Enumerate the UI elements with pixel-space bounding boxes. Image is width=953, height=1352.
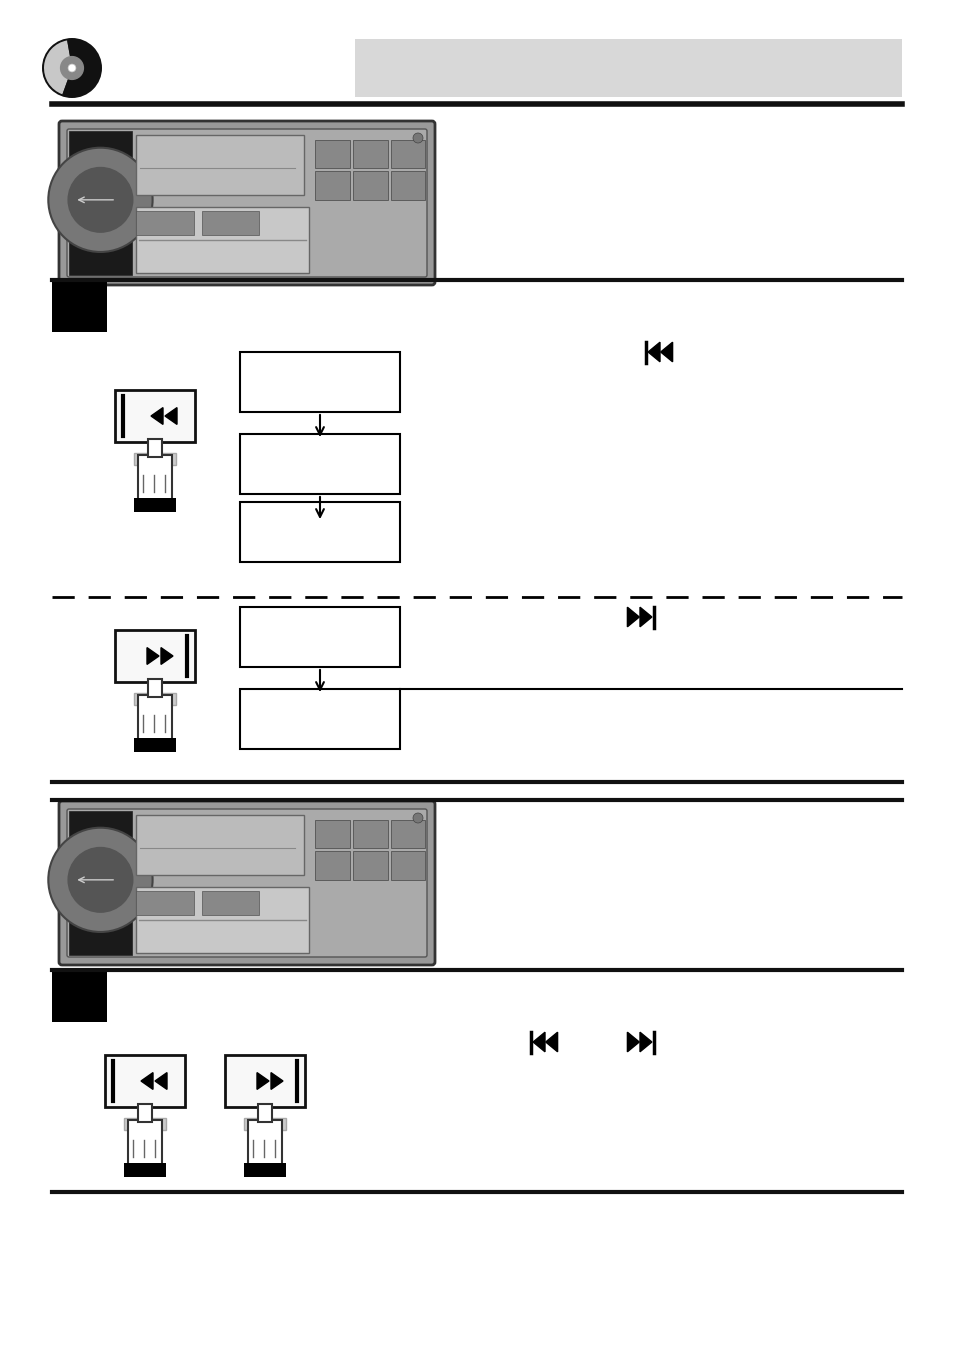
Bar [390,819,425,849]
Circle shape [68,168,132,233]
Circle shape [68,64,76,72]
Polygon shape [165,407,177,425]
Circle shape [49,147,152,251]
Polygon shape [154,1072,167,1090]
Bar [135,815,303,875]
Bar [355,39,901,97]
Bar [138,695,172,740]
Polygon shape [639,607,651,627]
Polygon shape [151,407,163,425]
Bar [257,1105,272,1122]
Bar [135,135,303,195]
Bar [225,1055,305,1107]
Bar [390,141,425,169]
Polygon shape [627,607,639,627]
Bar [135,211,193,235]
Bar [133,453,175,465]
Bar [133,694,175,704]
Bar [201,891,259,914]
Bar [244,1118,286,1130]
Bar [244,1163,286,1178]
Polygon shape [647,342,659,362]
Bar [148,439,162,457]
Bar [69,131,132,274]
Bar [240,690,399,749]
FancyBboxPatch shape [67,128,427,277]
Bar [69,811,132,955]
Polygon shape [627,1032,639,1052]
Bar [105,1055,185,1107]
Bar [148,679,162,698]
FancyBboxPatch shape [59,120,435,285]
Bar [390,172,425,200]
Polygon shape [161,648,172,664]
Bar [115,630,194,681]
Bar [390,852,425,880]
Bar [314,172,350,200]
Circle shape [413,132,422,143]
FancyBboxPatch shape [67,808,427,957]
Bar [133,498,175,512]
Circle shape [49,827,152,932]
Bar [353,819,387,849]
Bar [240,607,399,667]
Bar [240,352,399,412]
Circle shape [413,813,422,823]
Polygon shape [660,342,672,362]
Polygon shape [533,1032,544,1052]
Bar [314,141,350,169]
Wedge shape [62,41,100,96]
Circle shape [42,38,102,97]
FancyBboxPatch shape [59,800,435,965]
Bar [52,969,107,1022]
Circle shape [68,848,132,913]
Wedge shape [44,41,71,95]
Bar [133,738,175,752]
Polygon shape [639,1032,651,1052]
Bar [353,172,387,200]
Bar [135,891,193,914]
Bar [124,1163,166,1178]
Bar [138,456,172,500]
Bar [353,852,387,880]
Bar [52,280,107,333]
Circle shape [61,57,83,80]
Bar [240,434,399,493]
Polygon shape [271,1072,283,1090]
Bar [240,502,399,562]
Bar [135,887,309,953]
Bar [115,389,194,442]
Bar [138,1105,152,1122]
Polygon shape [147,648,159,664]
Polygon shape [141,1072,152,1090]
Bar [128,1119,162,1165]
Bar [353,141,387,169]
Bar [314,819,350,849]
Bar [135,207,309,273]
Bar [314,852,350,880]
Bar [201,211,259,235]
Bar [124,1118,166,1130]
Polygon shape [256,1072,269,1090]
Polygon shape [545,1032,557,1052]
Bar [248,1119,282,1165]
